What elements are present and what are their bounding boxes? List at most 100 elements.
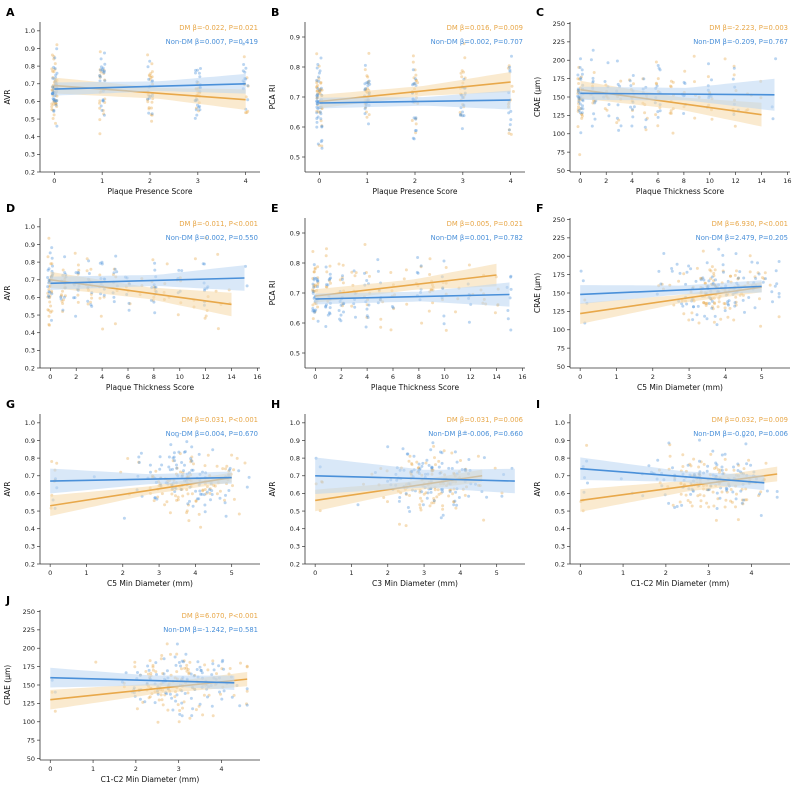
data-point — [149, 113, 153, 117]
data-point — [763, 271, 767, 275]
data-point — [589, 58, 593, 62]
data-point — [773, 284, 777, 288]
data-point — [419, 265, 423, 269]
data-point — [757, 272, 761, 276]
data-point — [147, 111, 151, 115]
data-point — [458, 113, 462, 117]
data-point — [99, 65, 103, 69]
data-point — [147, 73, 151, 77]
data-point — [311, 309, 315, 313]
data-point — [76, 270, 80, 274]
data-point — [201, 262, 205, 266]
data-point — [340, 277, 344, 281]
data-point — [171, 708, 175, 712]
data-point — [54, 73, 58, 77]
data-point — [461, 110, 464, 114]
data-point — [178, 712, 182, 716]
x-tick-label: 2 — [651, 373, 655, 381]
data-point — [411, 54, 415, 58]
x-tick-label: 16 — [253, 373, 261, 381]
data-point — [713, 314, 717, 318]
data-point — [50, 92, 54, 96]
data-point — [742, 498, 746, 502]
data-point — [211, 714, 215, 718]
y-axis-label: PCA RI — [268, 85, 277, 110]
data-point — [313, 310, 317, 314]
y-tick-label: 0.4 — [555, 525, 565, 533]
data-point — [50, 256, 54, 260]
data-point — [641, 77, 645, 81]
data-point — [316, 142, 320, 146]
data-point — [324, 254, 328, 258]
x-tick-label: 1 — [100, 177, 104, 185]
regression-line-nondm — [580, 285, 762, 296]
x-tick-label: 2 — [386, 569, 390, 577]
data-point — [54, 99, 58, 103]
data-point — [734, 300, 738, 304]
data-point — [723, 57, 727, 61]
data-point — [414, 73, 418, 77]
data-point — [432, 501, 436, 505]
data-point — [690, 311, 694, 315]
data-point — [425, 496, 429, 500]
data-point — [76, 263, 80, 267]
data-point — [51, 83, 55, 87]
data-point — [61, 308, 65, 312]
data-point — [734, 497, 738, 501]
data-point — [318, 89, 322, 93]
data-point — [734, 505, 737, 509]
data-point — [698, 459, 701, 463]
data-point — [615, 116, 619, 120]
data-point — [643, 125, 647, 129]
data-point — [710, 117, 714, 121]
data-point — [733, 304, 737, 308]
data-point — [506, 317, 510, 321]
data-point — [732, 465, 735, 469]
data-point — [459, 459, 462, 462]
ci-band-nondm — [50, 667, 235, 690]
data-point — [199, 525, 203, 529]
data-point — [493, 311, 497, 315]
data-point — [189, 458, 193, 462]
data-point — [48, 294, 52, 298]
y-axis-label: AVR — [3, 482, 12, 497]
data-point — [325, 285, 329, 289]
data-point — [181, 706, 184, 710]
x-axis-label: Plaque Thickness Score — [371, 383, 460, 392]
data-point — [745, 498, 749, 502]
data-point — [193, 116, 197, 120]
data-point — [49, 304, 53, 308]
data-point — [363, 68, 367, 72]
data-point — [576, 90, 580, 94]
data-point — [315, 85, 319, 89]
data-point — [577, 105, 580, 109]
data-point — [201, 488, 205, 492]
data-point — [744, 442, 748, 446]
data-point — [311, 291, 315, 295]
data-point — [692, 54, 696, 58]
data-point — [195, 668, 199, 671]
data-point — [316, 285, 319, 289]
data-point — [692, 457, 696, 461]
data-point — [191, 707, 195, 711]
data-point — [143, 700, 147, 704]
x-tick-label: 0 — [578, 373, 582, 381]
data-point — [422, 492, 426, 496]
data-point — [485, 495, 489, 499]
data-point — [198, 105, 202, 108]
x-tick-label: 1 — [91, 765, 95, 773]
data-point — [74, 314, 78, 318]
data-point — [174, 494, 177, 498]
data-point — [154, 469, 158, 473]
data-point — [460, 75, 464, 79]
data-point — [315, 120, 319, 124]
regression-line-nondm — [54, 82, 246, 90]
data-point — [507, 111, 511, 115]
data-point — [328, 277, 332, 281]
data-point — [208, 487, 212, 491]
data-point — [733, 301, 737, 305]
data-point — [576, 107, 580, 111]
data-point — [709, 277, 713, 281]
data-point — [185, 669, 189, 673]
data-point — [224, 493, 227, 497]
